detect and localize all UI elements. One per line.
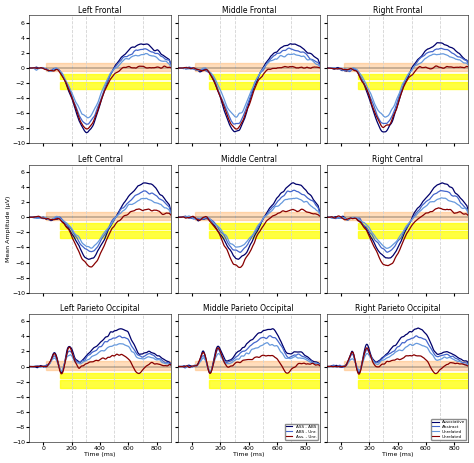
Bar [195, 63, 319, 71]
Bar [60, 74, 171, 79]
Title: Middle Central: Middle Central [221, 155, 277, 164]
Bar [209, 380, 319, 388]
Bar [358, 231, 468, 238]
Bar [344, 361, 468, 369]
Bar [60, 380, 171, 388]
Bar [60, 223, 171, 229]
Title: Right Parieto Occipital: Right Parieto Occipital [355, 304, 440, 313]
Bar [358, 74, 468, 79]
Bar [358, 81, 468, 89]
Bar [358, 223, 468, 229]
Bar [195, 361, 319, 369]
Bar [60, 81, 171, 89]
Title: Middle Frontal: Middle Frontal [221, 6, 276, 14]
Bar [344, 63, 468, 71]
X-axis label: Time (ms): Time (ms) [382, 452, 413, 457]
Bar [46, 361, 171, 369]
Legend: Associative, Abstract, Unrelated, Unrelated: Associative, Abstract, Unrelated, Unrela… [431, 419, 466, 440]
Bar [209, 373, 319, 378]
Bar [209, 81, 319, 89]
Title: Middle Parieto Occipital: Middle Parieto Occipital [203, 304, 294, 313]
X-axis label: Time (ms): Time (ms) [233, 452, 264, 457]
Y-axis label: Mean Amplitude (μV): Mean Amplitude (μV) [6, 195, 10, 262]
Bar [46, 63, 171, 71]
Bar [344, 212, 468, 220]
Bar [209, 231, 319, 238]
Bar [209, 223, 319, 229]
Bar [46, 212, 171, 220]
Title: Left Frontal: Left Frontal [78, 6, 122, 14]
Title: Left Parieto Occipital: Left Parieto Occipital [60, 304, 140, 313]
Bar [60, 373, 171, 378]
Bar [358, 373, 468, 378]
Title: Right Central: Right Central [372, 155, 423, 164]
Bar [209, 74, 319, 79]
Bar [195, 212, 319, 220]
Bar [358, 380, 468, 388]
X-axis label: Time (ms): Time (ms) [84, 452, 116, 457]
Title: Left Central: Left Central [78, 155, 122, 164]
Legend: ASS - ABS, ABS - Unr., Ass. - Unr.: ASS - ABS, ABS - Unr., Ass. - Unr. [285, 424, 318, 440]
Bar [60, 231, 171, 238]
Title: Right Frontal: Right Frontal [373, 6, 422, 14]
